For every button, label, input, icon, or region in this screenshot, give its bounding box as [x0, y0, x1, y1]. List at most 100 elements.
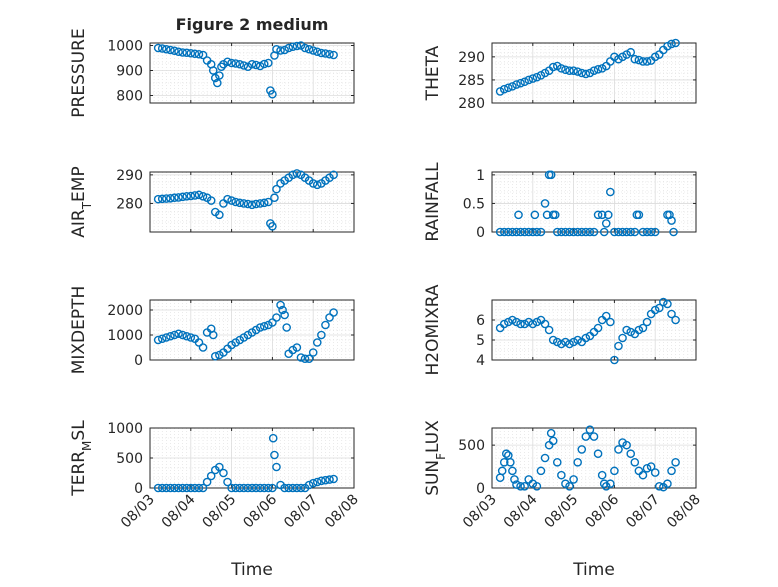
subplot-theta-data-point: [667, 39, 676, 49]
subplot-terr-msl-data-point: [325, 475, 334, 484]
subplot-pressure-data-point: [162, 44, 171, 54]
subplot-theta-data-point: [508, 82, 517, 91]
subplot-mixdepth-data-point: [157, 334, 167, 344]
subplot-terr-msl-data-point: [268, 433, 278, 443]
subplot-pressure-data-point: [268, 89, 277, 99]
subplot-sun-flux-data-point: [497, 466, 507, 476]
subplot-terr-msl-data-point: [223, 477, 232, 487]
subplot-rainfall-data-point: [532, 227, 542, 237]
subplot-h2omixra-data-point: [561, 337, 570, 347]
subplot-rainfall-data-point: [524, 227, 534, 237]
x-axis-label-right: Time: [572, 560, 615, 580]
subplot-mixdepth-data-point: [186, 333, 196, 342]
subplot-theta-y-tick-label: 290: [458, 50, 485, 66]
subplot-h2omixra-data-point: [659, 297, 668, 307]
subplot-sun-flux-data-point: [597, 470, 607, 480]
subplot-pressure-data-point: [174, 47, 183, 57]
subplot-pressure-data-point: [227, 58, 236, 68]
subplot-mixdepth-data-point: [308, 348, 318, 357]
subplot-air-temp-data-point: [178, 192, 187, 202]
subplot-sun-flux-axes-box: [491, 427, 697, 489]
subplot-mixdepth-axes-box: [149, 299, 355, 361]
subplot-mixdepth-data-point: [198, 343, 208, 352]
subplot-mixdepth-data-point: [162, 333, 171, 342]
subplot-pressure-y-tick-label: 800: [116, 89, 143, 105]
subplot-mixdepth-y-tick-label: 0: [134, 353, 143, 369]
subplot-h2omixra: 4 5 6 H2OMIXRA: [423, 284, 697, 376]
subplot-mixdepth-data-point: [178, 330, 187, 340]
subplot-rainfall-data-point: [528, 227, 538, 237]
subplot-theta-data-point: [573, 67, 582, 76]
subplot-air-temp-y-tick-label: 280: [116, 196, 143, 212]
subplot-pressure-data-point: [304, 44, 314, 54]
subplot-pressure-data-point: [178, 48, 187, 57]
subplot-terr-msl-data-point: [157, 483, 167, 493]
subplot-air-temp-data-point: [231, 197, 240, 207]
subplot-sun-flux-data-point: [569, 475, 578, 484]
subplot-pressure-data-point: [280, 45, 289, 55]
subplot-pressure-data-point: [251, 60, 261, 70]
subplot-terr-msl-data-point: [251, 483, 261, 493]
subplot-h2omixra-y-axis-label: H2OMIXRA: [423, 284, 443, 375]
subplot-pressure-data-point: [272, 44, 281, 54]
subplot-terr-msl-data-point: [272, 462, 281, 472]
subplot-sun-flux-data-point: [593, 449, 603, 459]
subplot-h2omixra-data-point: [524, 317, 534, 327]
subplot-mixdepth-data-point: [170, 330, 179, 340]
subplot-sun-flux-data-point: [516, 481, 525, 491]
subplot-mixdepth-data-point: [296, 353, 306, 362]
subplot-air-temp-data-point: [190, 191, 200, 200]
subplot-mixdepth-y-tick-label: 1000: [107, 328, 143, 344]
subplot-terr-msl-data-point: [186, 483, 196, 493]
subplot-sun-flux-data-point: [577, 445, 587, 454]
subplot-theta-axes-box: [491, 42, 697, 104]
subplot-pressure-data-point: [153, 43, 163, 53]
subplot-terr-msl-data-point: [162, 483, 171, 493]
subplot-terr-msl-data-point: [202, 477, 212, 487]
subplot-terr-msl-data-point: [174, 483, 183, 493]
subplot-sun-flux-x-tick-label: 08/08: [664, 492, 704, 532]
subplot-sun-flux-data-point: [610, 466, 619, 476]
subplot-air-temp-data-point: [247, 200, 257, 210]
subplot-terr-msl-data-point: [206, 471, 216, 481]
subplot-rainfall-data-point: [667, 216, 676, 225]
subplot-terr-msl-data-point: [312, 477, 322, 487]
subplot-terr-msl-y-tick-label: 1000: [107, 421, 143, 437]
subplot-theta-data-point: [642, 57, 652, 66]
subplot-h2omixra-y-tick-label: 4: [476, 353, 485, 369]
subplot-sun-flux-y-tick-label: 500: [458, 438, 485, 454]
subplot-sun-flux-data-point: [642, 463, 652, 473]
subplot-terr-msl-data-point: [255, 483, 265, 493]
subplot-h2omixra-data-point: [650, 305, 660, 315]
subplot-h2omixra-data-point: [512, 317, 521, 327]
subplot-pressure-data-point: [190, 49, 200, 59]
subplot-rainfall-data-point: [550, 210, 560, 220]
subplot-pressure-y-axis-label: PRESSURE: [69, 28, 89, 117]
subplot-h2omixra-data-point: [601, 311, 611, 321]
subplot-air-temp-data-point: [270, 193, 279, 203]
subplot-terr-msl-data-point: [304, 480, 314, 490]
subplot-h2omixra-data-point: [610, 355, 619, 365]
subplot-terr-msl-data-point: [198, 483, 208, 493]
subplot-sun-flux-data-point: [606, 479, 615, 489]
subplot-terr-msl-data-point: [227, 483, 236, 493]
subplot-theta-data-point: [581, 69, 591, 79]
subplot-air-temp-data-point: [235, 198, 245, 208]
subplot-theta-data-point: [626, 47, 636, 57]
subplot-mixdepth-data-point: [317, 330, 326, 340]
subplot-h2omixra-data-point: [622, 325, 631, 335]
subplot-air-temp-data-point: [215, 210, 224, 220]
subplot-terr-msl-data-point: [329, 474, 338, 484]
subplot-terr-msl-data-point: [243, 483, 253, 493]
subplot-rainfall-data-point: [626, 227, 636, 237]
subplot-pressure-data-point: [198, 50, 208, 60]
subplot-rainfall-data-point: [610, 227, 619, 237]
subplot-rainfall-data-point: [542, 210, 552, 220]
subplot-theta-data-point: [561, 65, 570, 75]
subplot-h2omixra-data-point: [667, 309, 676, 319]
subplot-rainfall-data-point: [536, 227, 546, 237]
subplot-air-temp-data-point: [153, 194, 163, 204]
subplot-terr-msl-data-point: [239, 483, 249, 493]
subplot-rainfall-y-axis-label: RAINFALL: [423, 162, 443, 242]
subplot-terr-msl-data-point: [264, 483, 273, 493]
